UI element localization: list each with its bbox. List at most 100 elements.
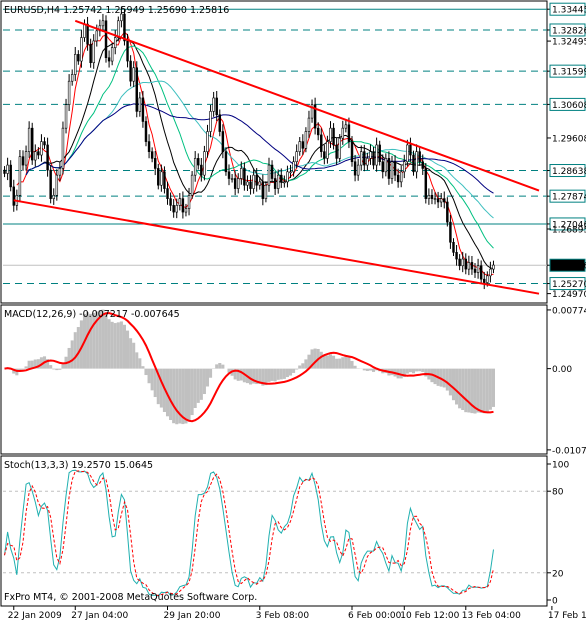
candle bbox=[292, 156, 295, 177]
price-tick-label: 1.32495 bbox=[552, 38, 586, 48]
macd-bar bbox=[292, 368, 296, 373]
price-tag-label: 1.33445 bbox=[552, 6, 586, 16]
macd-bar bbox=[184, 368, 188, 424]
candle bbox=[6, 157, 9, 181]
macd-bar bbox=[252, 368, 256, 384]
candle bbox=[64, 98, 68, 134]
candle bbox=[92, 34, 95, 69]
macd-bar bbox=[368, 368, 372, 371]
macd-bar bbox=[301, 363, 305, 369]
candle bbox=[120, 6, 123, 28]
macd-bar bbox=[79, 320, 83, 369]
candle bbox=[261, 174, 265, 206]
candle bbox=[141, 90, 145, 128]
candle bbox=[224, 147, 228, 176]
macd-bar bbox=[335, 358, 339, 369]
candle bbox=[295, 144, 298, 169]
macd-bar bbox=[52, 368, 56, 370]
macd-bar bbox=[470, 368, 474, 414]
macd-bar bbox=[92, 312, 96, 369]
candle bbox=[178, 193, 182, 211]
candle bbox=[329, 121, 332, 148]
macd-bar bbox=[332, 355, 336, 369]
macd-bar bbox=[295, 368, 299, 370]
candle bbox=[384, 153, 388, 177]
time-axis: 22 Jan 2009 27 Jan 04:00 29 Jan 20:00 3 Feb… bbox=[8, 606, 586, 621]
candle bbox=[243, 162, 246, 191]
candle bbox=[304, 127, 308, 153]
candle bbox=[483, 271, 486, 290]
candle bbox=[344, 120, 348, 133]
candle bbox=[157, 163, 160, 190]
macd-bar bbox=[285, 368, 289, 378]
candle bbox=[163, 166, 166, 194]
macd-bar bbox=[116, 322, 120, 369]
macd-signal bbox=[4, 312, 494, 423]
macd-bar bbox=[282, 368, 286, 379]
candle bbox=[144, 116, 148, 147]
macd-bar bbox=[187, 368, 191, 421]
macd-bar bbox=[138, 358, 142, 369]
macd-bar bbox=[153, 368, 157, 398]
candle bbox=[369, 144, 372, 165]
macd-label: MACD(12,26,9) -0.007217 -0.007645 bbox=[4, 309, 180, 320]
macd-bar bbox=[104, 314, 108, 369]
macd-bar bbox=[190, 368, 194, 416]
stoch-tick-label: 20 bbox=[552, 569, 564, 579]
macd-bar bbox=[169, 368, 173, 421]
candle bbox=[129, 55, 132, 87]
price-tick-label: 1.24970 bbox=[552, 290, 586, 300]
candle bbox=[403, 154, 406, 179]
candle bbox=[77, 50, 80, 65]
candle bbox=[34, 144, 37, 167]
macd-bar bbox=[172, 368, 176, 424]
macd-bar bbox=[73, 332, 77, 369]
price-tag bbox=[549, 2, 586, 16]
macd-bar bbox=[473, 368, 477, 414]
candle bbox=[187, 187, 191, 216]
candle bbox=[114, 30, 117, 55]
candle bbox=[458, 254, 461, 271]
stoch-tick-label: 0 bbox=[552, 597, 558, 607]
candle bbox=[132, 61, 135, 88]
candle bbox=[310, 99, 314, 123]
macd-bar bbox=[276, 368, 280, 380]
macd-bar bbox=[365, 368, 369, 371]
macd-bar bbox=[279, 368, 283, 380]
time-tick-label: 3 Feb 08:00 bbox=[256, 611, 310, 621]
macd-bar bbox=[347, 357, 351, 369]
macd-bar bbox=[98, 310, 102, 369]
trendlines[interactable] bbox=[13, 19, 540, 295]
candle bbox=[381, 154, 384, 179]
macd-bar bbox=[455, 368, 459, 405]
macd-bar bbox=[307, 354, 311, 369]
price-tag bbox=[549, 97, 586, 111]
candle bbox=[452, 238, 455, 257]
candle bbox=[70, 69, 74, 86]
macd-bar bbox=[421, 368, 425, 372]
macd-bar bbox=[488, 368, 492, 410]
price-tag-label: 1.27046 bbox=[552, 220, 586, 230]
candle bbox=[67, 74, 71, 112]
candle bbox=[433, 192, 437, 205]
candle bbox=[476, 258, 480, 279]
macd-bar bbox=[119, 321, 123, 369]
candle bbox=[255, 168, 258, 192]
candle bbox=[443, 191, 446, 209]
macd-bar bbox=[150, 368, 154, 391]
macd-bar bbox=[110, 321, 114, 369]
candle bbox=[30, 122, 34, 165]
macd-bar bbox=[27, 360, 31, 369]
candle bbox=[206, 124, 209, 158]
candle bbox=[264, 181, 268, 203]
macd-bar bbox=[135, 352, 139, 369]
candle bbox=[316, 122, 320, 141]
macd-bar bbox=[270, 368, 274, 381]
price-tag bbox=[549, 258, 586, 272]
macd-bar bbox=[39, 357, 43, 369]
macd-tick-label: 0.007745 bbox=[552, 306, 586, 316]
candle bbox=[153, 150, 157, 176]
stoch-label: Stoch(13,3,3) 19.2570 15.0645 bbox=[4, 460, 153, 471]
macd-bar bbox=[196, 368, 200, 403]
